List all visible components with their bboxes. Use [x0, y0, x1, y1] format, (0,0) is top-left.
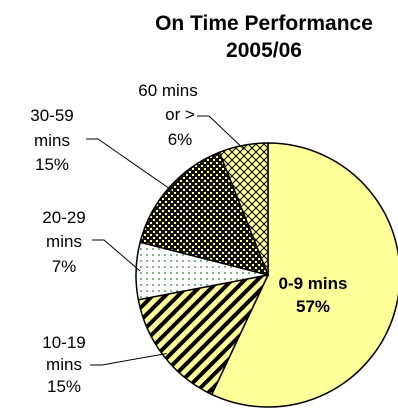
- slice-label-60-plus-line-1: 60 mins: [138, 81, 198, 100]
- pie-slice-4: [218, 142, 269, 276]
- slice-label-0-9-mins: 0-9 mins: [279, 274, 348, 293]
- slice-label-20-29-line-1: 20-29: [42, 208, 85, 227]
- slice-value-20-29: 7%: [52, 257, 77, 276]
- slice-label-30-59-line-1: 30-59: [30, 106, 73, 125]
- pie-slices: [135, 142, 398, 408]
- slice-label-10-19-line-1: 10-19: [42, 333, 85, 352]
- leader-line-2: [92, 239, 141, 272]
- pie-slice-0: [210, 142, 398, 408]
- chart-title-line-1: On Time Performance: [155, 12, 373, 35]
- slice-label-20-29-line-2: mins: [46, 232, 82, 251]
- slice-label-60-plus-line-2: or >: [165, 105, 195, 124]
- slice-label-10-19-line-2: mins: [46, 355, 82, 374]
- slice-value-30-59: 15%: [35, 155, 69, 174]
- slice-value-60-plus: 6%: [168, 130, 193, 149]
- leader-lines: [86, 115, 245, 366]
- leader-line-3: [86, 138, 173, 191]
- pie-slice-1: [137, 273, 270, 396]
- slice-label-30-59-line-2: mins: [34, 131, 70, 150]
- leader-line-1: [90, 352, 167, 366]
- chart-title-line-2: 2005/06: [226, 39, 302, 62]
- slice-value-0-9-mins: 57%: [296, 297, 330, 316]
- slice-value-10-19: 15%: [47, 377, 81, 396]
- leader-line-4: [197, 115, 245, 150]
